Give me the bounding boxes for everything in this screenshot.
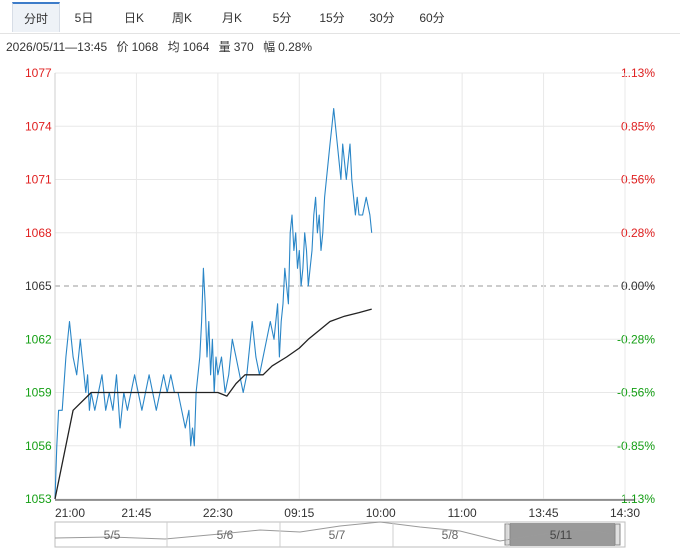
navigator-date-label: 5/5 bbox=[104, 528, 121, 542]
y-tick-label-right: 0.28% bbox=[621, 226, 655, 240]
avg-label: 均 bbox=[167, 40, 180, 54]
y-tick-label-left: 1071 bbox=[25, 173, 52, 187]
avg-value: 1064 bbox=[182, 40, 210, 54]
quote-datetime: 2026/05/11—13:45 bbox=[6, 40, 108, 54]
x-tick-label: 13:45 bbox=[529, 506, 559, 520]
tab-period-4[interactable]: 月K bbox=[221, 11, 242, 25]
x-tick-label: 22:30 bbox=[203, 506, 233, 520]
x-tick-label: 11:00 bbox=[448, 506, 477, 520]
volume-value: 370 bbox=[233, 40, 254, 54]
y-tick-label-left: 1065 bbox=[25, 279, 52, 293]
x-tick-label: 14:30 bbox=[610, 506, 640, 520]
x-tick-label: 21:00 bbox=[55, 506, 85, 520]
y-tick-label-right: -0.56% bbox=[617, 386, 655, 400]
y-tick-label-left: 1074 bbox=[25, 119, 52, 133]
y-tick-label-left: 1062 bbox=[25, 332, 52, 346]
y-tick-label-left: 1053 bbox=[25, 492, 52, 506]
tab-period-1[interactable]: 5日 bbox=[74, 11, 94, 25]
navigator-overview-line bbox=[54, 521, 613, 542]
x-tick-label: 21:45 bbox=[121, 506, 151, 520]
period-tab-bar: 分时 5日 日K 周K 月K 5分 15分 30分 60分 bbox=[0, 0, 680, 34]
y-tick-label-right: -1.13% bbox=[617, 492, 655, 506]
y-tick-label-right: 0.56% bbox=[621, 173, 655, 187]
y-tick-label-right: -0.28% bbox=[617, 332, 655, 346]
change-label: 幅 bbox=[263, 40, 276, 54]
navigator-handle-right bbox=[614, 523, 621, 546]
price-label: 价 bbox=[116, 40, 129, 54]
x-tick-label: 10:00 bbox=[366, 506, 396, 520]
tab-period-5[interactable]: 5分 bbox=[272, 11, 292, 25]
navigator-selection bbox=[510, 523, 615, 546]
navigator-date-label: 5/7 bbox=[329, 528, 346, 542]
navigator-date-label: 5/6 bbox=[217, 528, 234, 542]
tab-period-6[interactable]: 15分 bbox=[319, 11, 345, 25]
y-tick-label-right: -0.85% bbox=[617, 439, 655, 453]
tab-intraday[interactable]: 分时 bbox=[12, 2, 60, 32]
y-tick-label-right: 1.13% bbox=[621, 66, 655, 80]
intraday-chart: 1077 1.13% 1074 0.85% 1071 0.56% 1068 0.28% 1065… bbox=[25, 66, 655, 548]
navigator-date-label: 5/8 bbox=[442, 528, 459, 542]
average-series-line bbox=[54, 308, 372, 500]
y-tick-label-right: 0.85% bbox=[621, 119, 655, 133]
tab-period-3[interactable]: 周K bbox=[171, 11, 192, 25]
tab-period-7[interactable]: 30分 bbox=[369, 11, 395, 25]
price-series-line bbox=[54, 107, 373, 500]
y-tick-label-left: 1068 bbox=[25, 226, 52, 240]
y-tick-label-right: 0.00% bbox=[621, 279, 655, 293]
navigator-date-label: 5/11 bbox=[550, 528, 573, 542]
y-tick-label-left: 1077 bbox=[25, 66, 52, 80]
tab-period-2[interactable]: 日K bbox=[123, 11, 144, 25]
volume-label: 量 bbox=[218, 40, 231, 54]
quote-info-bar: 2026/05/11—13:45 价 1068 均 1064 量 370 幅 0.28% bbox=[6, 38, 318, 56]
y-tick-label-left: 1056 bbox=[25, 439, 52, 453]
price-value: 1068 bbox=[131, 40, 159, 54]
change-value: 0.28% bbox=[278, 40, 313, 54]
x-tick-label: 09:15 bbox=[284, 506, 314, 520]
y-tick-label-left: 1059 bbox=[25, 386, 52, 400]
tab-period-8[interactable]: 60分 bbox=[419, 11, 445, 25]
